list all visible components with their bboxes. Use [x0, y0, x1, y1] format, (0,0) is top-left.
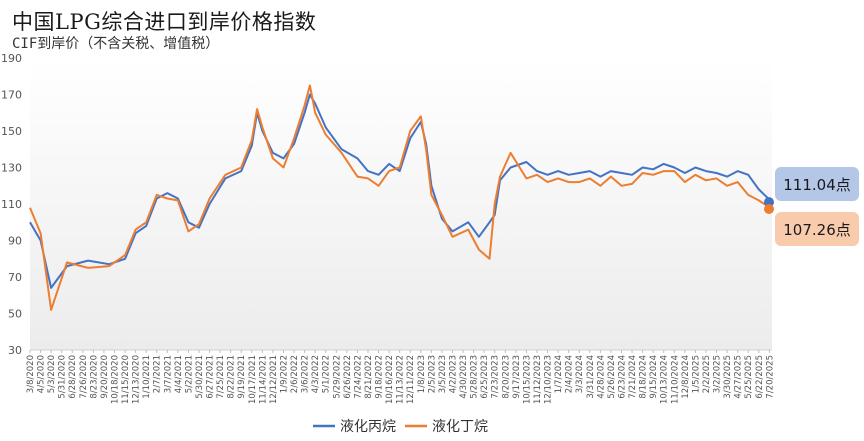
- callout-label-1: 111.04点: [783, 176, 851, 194]
- end-callouts: 111.04点 107.26点: [764, 167, 859, 246]
- x-tick-label: 3/7/2021: [163, 355, 173, 393]
- chart-title: 中国LPG综合进口到岸价格指数: [12, 10, 317, 34]
- x-tick-label: 4/28/2024: [596, 355, 606, 399]
- x-tick-label: 4/3/2022: [311, 355, 321, 393]
- x-tick-label: 2/5/2023: [427, 355, 437, 393]
- series-line-2: [29, 84, 773, 311]
- x-tick-label: 5/1/2022: [322, 355, 332, 393]
- legend: 液化丙烷 液化丁烷: [313, 419, 488, 435]
- x-tick-label: 6/23/2024: [617, 355, 627, 399]
- legend-label-1: 液化丙烷: [340, 419, 396, 435]
- x-tick-label: 7/21/2024: [628, 355, 638, 399]
- callout-label-2: 107.26点: [783, 221, 851, 239]
- y-tick-label: 130: [1, 162, 22, 175]
- x-tick-label: 7/24/2022: [353, 355, 363, 399]
- x-tick-label: 1/5/2025: [691, 355, 701, 393]
- legend-label-2: 液化丁烷: [432, 419, 488, 435]
- x-tick-label: 9/18/2022: [375, 355, 385, 399]
- x-tick-label: 11/14/2021: [258, 355, 268, 404]
- x-tick-label: 4/30/2023: [459, 355, 469, 399]
- x-tick-label: 12/12/2021: [269, 355, 279, 404]
- x-tick-label: 10/18/2020: [110, 355, 120, 404]
- y-tick-label: 70: [8, 271, 22, 284]
- series-end-point-1: [764, 197, 774, 208]
- x-tick-label: 7/26/2020: [79, 355, 89, 399]
- x-tick-label: 12/13/2020: [132, 355, 142, 404]
- x-tick-label: 3/30/2025: [723, 355, 733, 399]
- x-tick-label: 4/5/2020: [37, 355, 47, 393]
- x-tick-label: 5/25/2025: [744, 355, 754, 399]
- x-tick-label: 7/23/2023: [491, 355, 501, 399]
- x-tick-label: 2/7/2021: [153, 355, 163, 393]
- x-axis: 3/8/2020 4/5/2020 5/3/2020 5/31/2020 6/28/20…: [26, 350, 775, 404]
- x-tick-label: 8/21/2022: [364, 355, 374, 399]
- y-tick-label: 150: [1, 125, 22, 138]
- y-tick-label: 110: [1, 198, 22, 211]
- x-tick-label: 11/15/2020: [121, 355, 131, 404]
- x-tick-label: 3/6/2022: [301, 355, 311, 393]
- x-tick-label: 1/7/2024: [554, 355, 564, 393]
- x-tick-label: 9/20/2020: [100, 355, 110, 399]
- x-tick-label: 2/4/2024: [565, 355, 575, 393]
- x-tick-label: 1/9/2022: [279, 355, 289, 393]
- x-tick-label: 11/13/2022: [396, 355, 406, 404]
- x-tick-label: 1/10/2021: [142, 355, 152, 399]
- x-tick-label: 8/20/2023: [501, 355, 511, 399]
- x-tick-label: 11/10/2024: [670, 355, 680, 404]
- x-tick-label: 6/28/2020: [68, 355, 78, 399]
- x-tick-label: 5/30/2021: [195, 355, 205, 399]
- x-tick-label: 10/13/2024: [660, 355, 670, 404]
- x-tick-label: 4/4/2021: [174, 355, 184, 393]
- x-tick-label: 12/8/2024: [681, 355, 691, 399]
- x-tick-label: 5/28/2023: [470, 355, 480, 399]
- y-tick-label: 90: [8, 235, 22, 248]
- x-tick-label: 6/27/2021: [206, 355, 216, 399]
- x-tick-label: 5/3/2020: [47, 355, 57, 393]
- x-tick-label: 9/15/2024: [649, 355, 659, 399]
- x-tick-label: 5/2/2021: [184, 355, 194, 393]
- x-tick-label: 8/23/2020: [89, 355, 99, 399]
- x-tick-label: 10/15/2023: [522, 355, 532, 404]
- y-axis: 30 50 70 90 110 130 150 170 190: [1, 52, 22, 357]
- x-tick-label: 5/29/2022: [332, 355, 342, 399]
- x-tick-label: 9/17/2023: [512, 355, 522, 399]
- callout-box-1: [775, 167, 859, 201]
- x-tick-label: 3/31/2024: [586, 355, 596, 399]
- x-tick-label: 10/17/2021: [248, 355, 258, 404]
- x-tick-label: 8/22/2021: [227, 355, 237, 399]
- plot-area: [30, 58, 772, 350]
- x-tick-label: 2/2/2025: [702, 355, 712, 393]
- x-tick-label: 7/25/2021: [216, 355, 226, 399]
- x-tick-label: 3/8/2020: [26, 355, 36, 393]
- callout-box-2: [775, 212, 859, 246]
- chart-subtitle: CIF到岸价（不含关税、增值税）: [12, 36, 220, 52]
- x-tick-label: 1/8/2023: [417, 355, 427, 393]
- x-tick-label: 6/25/2023: [480, 355, 490, 399]
- x-tick-label: 3/2/2025: [713, 355, 723, 393]
- x-tick-label: 2/6/2022: [290, 355, 300, 393]
- x-tick-label: 4/2/2023: [448, 355, 458, 393]
- x-tick-label: 5/31/2020: [58, 355, 68, 399]
- x-tick-label: 6/22/2025: [755, 355, 765, 399]
- y-tick-label: 190: [1, 52, 22, 65]
- x-tick-label: 9/19/2021: [237, 355, 247, 399]
- x-tick-label: 11/12/2023: [533, 355, 543, 404]
- y-tick-label: 50: [8, 308, 22, 321]
- x-tick-label: 3/5/2023: [438, 355, 448, 393]
- x-tick-label: 8/18/2024: [639, 355, 649, 399]
- series-lines: [29, 84, 773, 311]
- y-tick-label: 30: [8, 344, 22, 357]
- x-tick-label: 6/26/2022: [343, 355, 353, 399]
- x-tick-label: 12/10/2023: [544, 355, 554, 404]
- y-tick-label: 170: [1, 89, 22, 102]
- x-tick-label: 4/27/2025: [734, 355, 744, 399]
- x-tick-label: 12/11/2022: [406, 355, 416, 404]
- series-end-point-2: [764, 204, 774, 215]
- x-tick-label: 7/20/2025: [765, 355, 775, 399]
- x-tick-label: 3/3/2024: [575, 355, 585, 393]
- x-tick-label: 5/26/2024: [607, 355, 617, 399]
- x-tick-label: 10/16/2022: [385, 355, 395, 404]
